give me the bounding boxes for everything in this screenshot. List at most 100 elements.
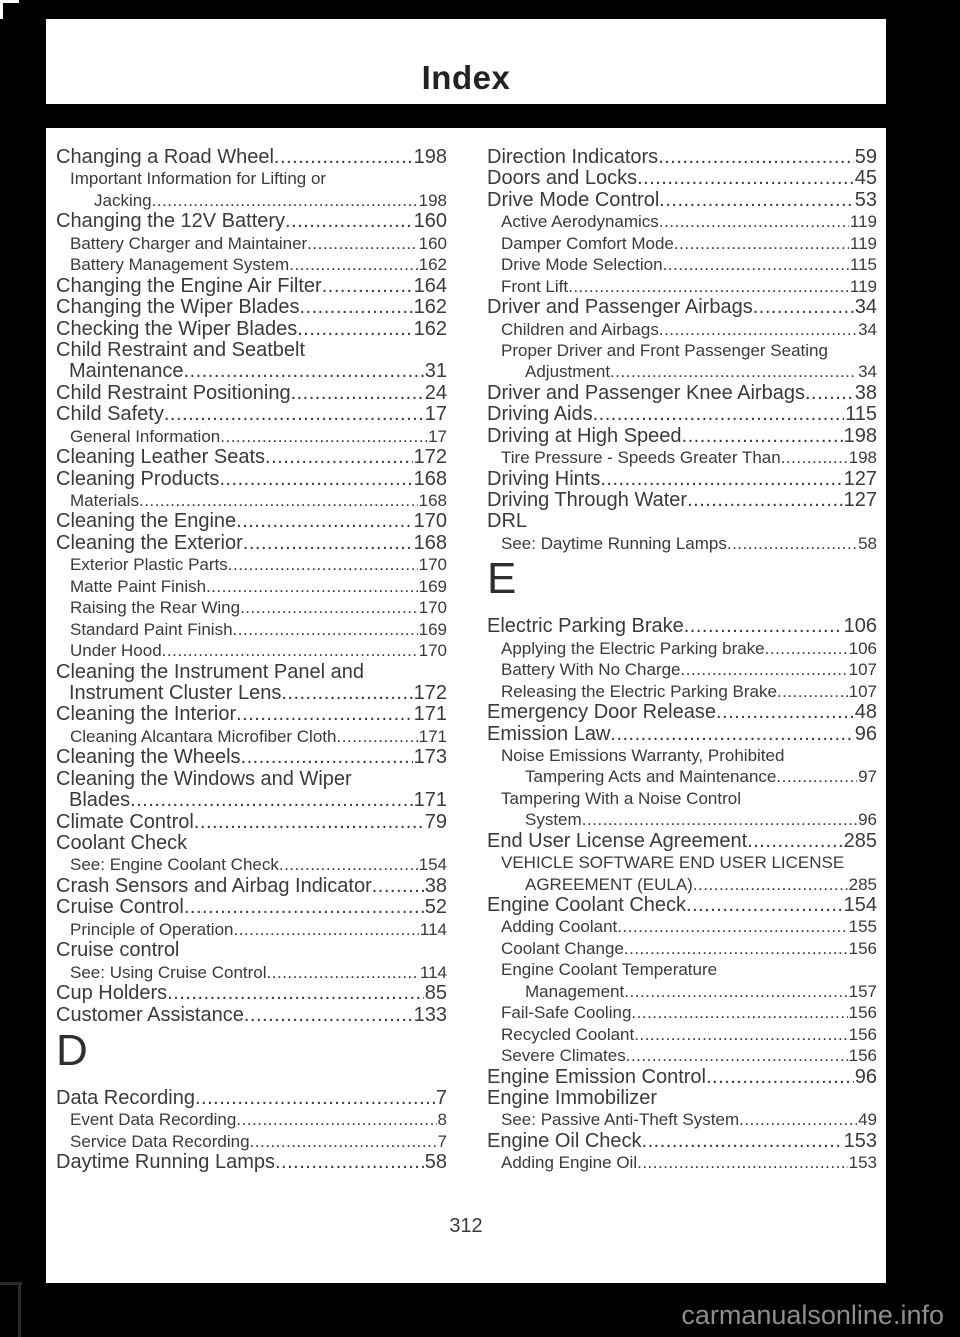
index-entry-page: 171 bbox=[418, 726, 447, 746]
dot-leader bbox=[777, 681, 848, 702]
dot-leader bbox=[610, 724, 853, 745]
index-entry-label: Recycled Coolant bbox=[501, 1024, 635, 1044]
index-entry: Cleaning Alcantara Microfiber Cloth 171 bbox=[56, 726, 447, 747]
index-entry: Materials 168 bbox=[56, 490, 447, 511]
index-entry-page: 7 bbox=[435, 1087, 447, 1109]
index-entry-page: 38 bbox=[424, 875, 447, 897]
index-entry: Raising the Rear Wing 170 bbox=[56, 597, 447, 618]
index-entry-label: Child Restraint Positioning bbox=[56, 382, 291, 404]
index-entry-page: 162 bbox=[418, 255, 447, 275]
index-entry: Engine Emission Control 96 bbox=[487, 1067, 877, 1088]
dot-leader bbox=[659, 319, 857, 340]
index-entry-label: Cleaning the Interior bbox=[56, 704, 237, 726]
dot-leader bbox=[299, 297, 412, 318]
index-entry-label: Fail-Safe Cooling bbox=[501, 1003, 632, 1023]
index-entry-page: 17 bbox=[428, 426, 447, 446]
index-entry-label: Crash Sensors and Airbag Indicator bbox=[56, 875, 372, 897]
index-entry: Active Aerodynamics 119 bbox=[487, 211, 877, 232]
index-entry: Event Data Recording 8 bbox=[56, 1109, 447, 1130]
index-entry-page: 114 bbox=[419, 919, 447, 939]
index-entry-page: 34 bbox=[854, 297, 877, 319]
index-entry-page: 106 bbox=[843, 616, 877, 638]
index-entry: Engine Coolant Temperature bbox=[487, 959, 877, 980]
index-entry-page: 127 bbox=[843, 490, 877, 511]
index-entry-page: 170 bbox=[413, 511, 447, 533]
dot-leader bbox=[637, 168, 854, 189]
index-entry-page: 119 bbox=[849, 212, 877, 232]
index-entry-label: Cleaning the Wheels bbox=[56, 747, 241, 769]
index-entry-page: 156 bbox=[848, 1046, 877, 1066]
index-entry-label: Releasing the Electric Parking Brake bbox=[501, 681, 777, 701]
index-entry-label: Electric Parking Brake bbox=[487, 616, 684, 638]
index-entry-page: 198 bbox=[413, 147, 447, 168]
index-entry: Driver and Passenger Airbags 34 bbox=[487, 297, 877, 318]
index-entry-page: 173 bbox=[413, 747, 447, 769]
index-entry-label: Damper Comfort Mode bbox=[501, 233, 674, 253]
dot-leader bbox=[658, 147, 854, 168]
dot-leader bbox=[336, 726, 417, 747]
index-entry-label: Changing the 12V Battery bbox=[56, 211, 286, 233]
index-entry-page: 164 bbox=[413, 275, 447, 297]
index-entry-page: 127 bbox=[843, 468, 877, 490]
index-entry: Drive Mode Selection 115 bbox=[487, 254, 877, 275]
index-entry: Crash Sensors and Airbag Indicator 38 bbox=[56, 876, 447, 897]
index-entry-label: Daytime Running Lamps bbox=[56, 1152, 275, 1174]
index-entry-page: 106 bbox=[848, 638, 877, 658]
index-entry-page: 7 bbox=[437, 1131, 447, 1151]
dot-leader bbox=[637, 1152, 848, 1173]
index-entry-page: 119 bbox=[849, 233, 877, 253]
index-entry: Changing the Wiper Blades 162 bbox=[56, 297, 447, 318]
index-entry-label: General Information bbox=[70, 426, 221, 446]
dot-leader bbox=[236, 511, 412, 532]
dot-leader bbox=[307, 233, 417, 254]
index-entry: Climate Control 79 bbox=[56, 812, 447, 833]
index-entry-page: 97 bbox=[858, 767, 877, 787]
index-entry-label: Tire Pressure - Speeds Greater Than bbox=[501, 448, 781, 468]
index-entry-label: Jacking bbox=[94, 190, 152, 210]
dot-leader bbox=[139, 490, 418, 511]
dot-leader bbox=[686, 895, 843, 916]
index-entry: Changing the Engine Air Filter 164 bbox=[56, 276, 447, 297]
dot-leader bbox=[716, 702, 854, 723]
index-entry-label: Standard Paint Finish bbox=[70, 619, 233, 639]
index-entry-page: 157 bbox=[848, 981, 877, 1001]
index-entry-page: 96 bbox=[854, 1066, 877, 1088]
index-entry: Driving Through Water 127 bbox=[487, 490, 877, 511]
index-entry-page: 59 bbox=[854, 147, 877, 168]
dot-leader bbox=[663, 254, 849, 275]
index-entry: Maintenance 31 bbox=[56, 361, 447, 382]
dot-leader bbox=[372, 876, 424, 897]
index-entry-label: Driving at High Speed bbox=[487, 425, 682, 447]
index-entry-label: Maintenance bbox=[69, 361, 184, 383]
dot-leader bbox=[781, 447, 848, 468]
dot-leader bbox=[687, 490, 843, 511]
index-entry-label: Important Information for Lifting or bbox=[70, 169, 327, 189]
index-entry-label: Blades bbox=[69, 790, 131, 812]
index-entry-label: Cruise Control bbox=[56, 897, 184, 919]
index-entry-label: Severe Climates bbox=[501, 1046, 626, 1066]
index-entry-label: Engine Emission Control bbox=[487, 1066, 706, 1088]
index-entry: Cleaning the Instrument Panel and bbox=[56, 662, 447, 683]
dot-leader bbox=[706, 1067, 854, 1088]
index-entry: Cleaning the Windows and Wiper bbox=[56, 769, 447, 790]
dot-leader bbox=[765, 638, 848, 659]
dot-leader bbox=[727, 533, 857, 554]
index-entry-label: Climate Control bbox=[56, 811, 194, 833]
dot-leader bbox=[624, 981, 847, 1002]
dot-leader bbox=[236, 1109, 436, 1130]
dot-leader bbox=[275, 1152, 424, 1173]
dot-leader bbox=[642, 1131, 843, 1152]
index-column-right: Direction Indicators59Doors and Locks45D… bbox=[487, 147, 877, 1174]
dot-leader bbox=[236, 704, 413, 725]
dot-leader bbox=[194, 812, 424, 833]
dot-leader bbox=[684, 616, 843, 637]
dot-leader bbox=[219, 469, 412, 490]
dot-leader bbox=[659, 190, 853, 211]
index-entry: Adding Engine Oil 153 bbox=[487, 1152, 877, 1173]
index-entry: Recycled Coolant 156 bbox=[487, 1024, 877, 1045]
index-entry: Driver and Passenger Knee Airbags 38 bbox=[487, 383, 877, 404]
index-entry: Battery Management System 162 bbox=[56, 254, 447, 275]
index-entry-page: 133 bbox=[413, 1004, 447, 1026]
index-entry-label: Instrument Cluster Lens bbox=[69, 682, 282, 704]
index-entry: Emergency Door Release 48 bbox=[487, 702, 877, 723]
